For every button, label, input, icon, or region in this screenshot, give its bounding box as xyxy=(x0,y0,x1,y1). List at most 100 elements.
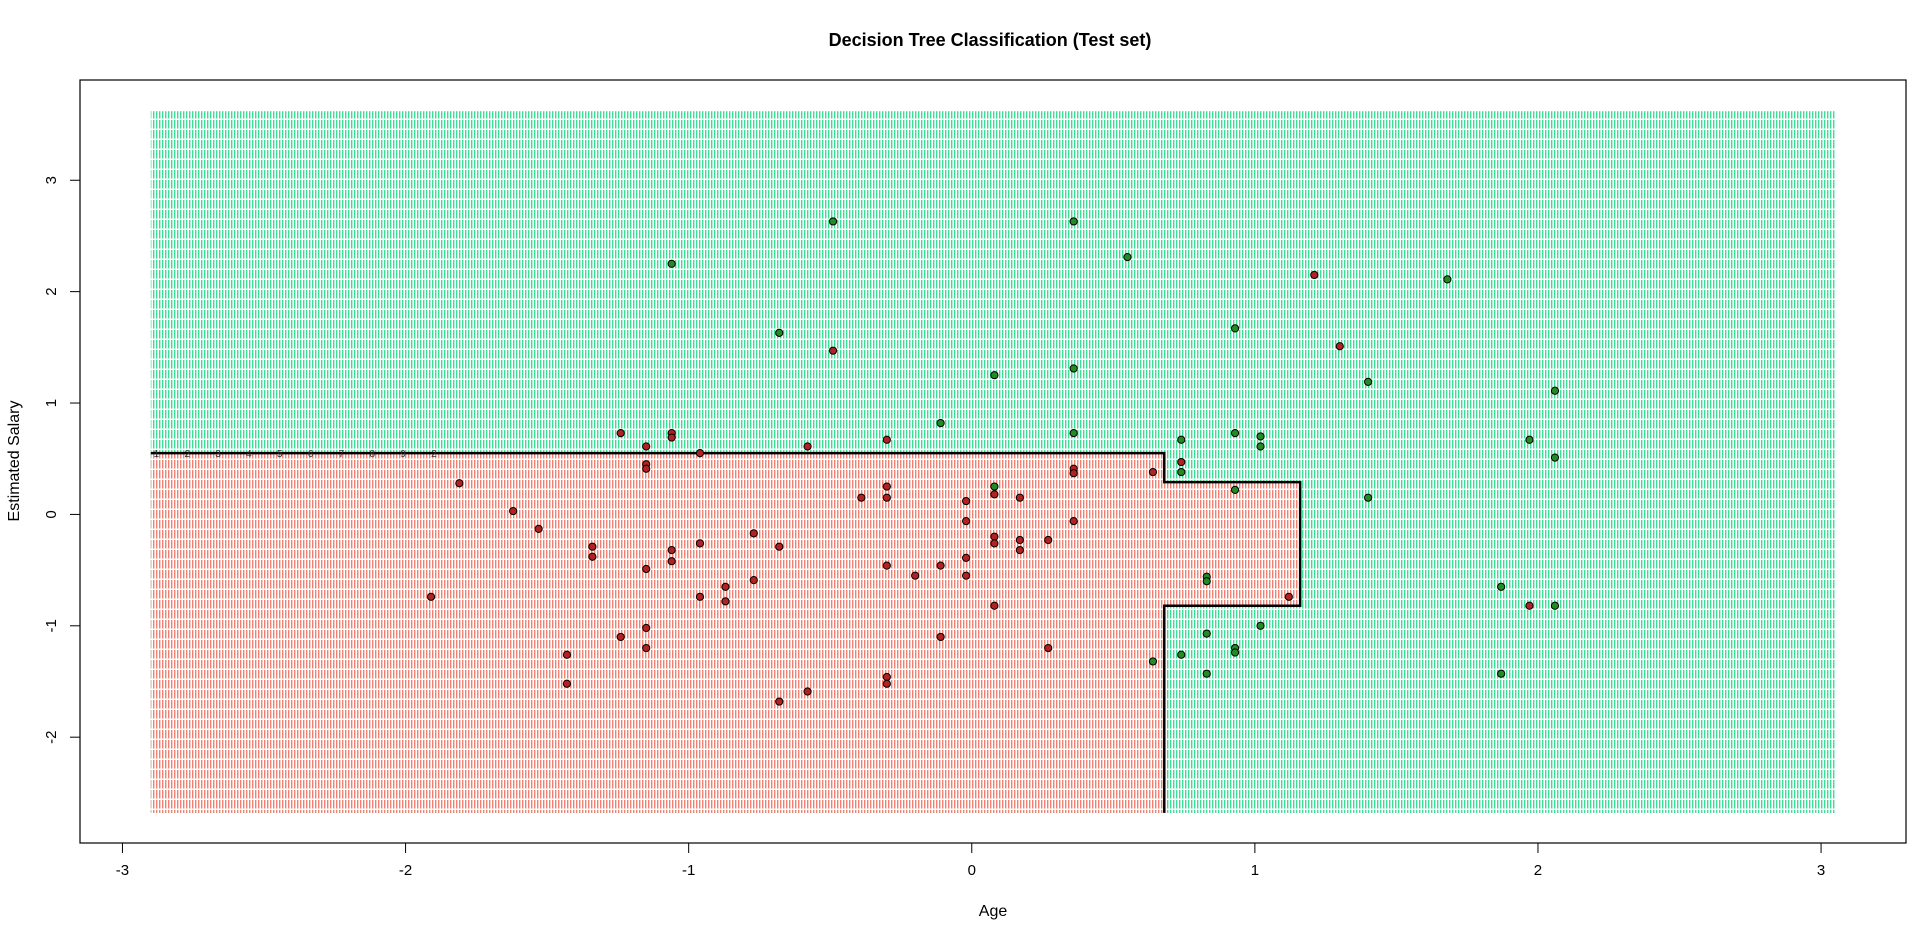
point-class-0 xyxy=(1177,457,1186,467)
point-class-1 xyxy=(936,418,945,428)
point-class-0 xyxy=(588,542,597,551)
point-class-1 xyxy=(990,371,999,380)
point-class-1 xyxy=(1497,669,1506,678)
point-class-0 xyxy=(990,601,999,610)
x-tick-label: 1 xyxy=(1251,862,1259,879)
point-class-0 xyxy=(990,532,999,541)
contour-label: 5 xyxy=(277,449,283,460)
point-class-0 xyxy=(642,564,651,574)
point-class-1 xyxy=(1525,435,1534,444)
contour-label: 3 xyxy=(215,449,221,460)
point-class-0 xyxy=(1044,535,1053,545)
contour-labels: 1 2 3 4 5 6 7 8 9 2 xyxy=(154,449,437,460)
point-class-0 xyxy=(695,449,705,458)
point-class-0 xyxy=(911,571,920,580)
point-class-0 xyxy=(1525,601,1534,610)
point-class-0 xyxy=(1335,342,1344,351)
x-tick-label: 3 xyxy=(1817,862,1825,879)
x-tick-label: -3 xyxy=(116,862,129,879)
decision-boundary xyxy=(150,451,1302,813)
y-tick-label: 3 xyxy=(43,176,60,184)
y-tick-label: -1 xyxy=(43,619,60,632)
classification-regions xyxy=(150,111,1836,813)
point-class-0 xyxy=(882,679,891,688)
point-class-1 xyxy=(1256,621,1265,630)
point-class-0 xyxy=(882,672,891,682)
point-class-0 xyxy=(426,592,436,601)
point-class-0 xyxy=(1015,535,1024,545)
point-class-0 xyxy=(695,539,705,548)
point-class-0 xyxy=(936,561,945,570)
point-class-1 xyxy=(1364,493,1373,502)
point-class-0 xyxy=(990,539,999,548)
point-class-0 xyxy=(667,545,676,555)
point-class-0 xyxy=(509,506,518,516)
point-class-0 xyxy=(962,496,971,506)
region-class-0 xyxy=(150,453,1301,813)
point-class-0 xyxy=(749,529,758,538)
point-class-0 xyxy=(1310,270,1319,280)
y-tick-label: -2 xyxy=(43,731,60,744)
point-class-0 xyxy=(642,442,651,451)
point-class-0 xyxy=(1069,516,1078,526)
point-class-0 xyxy=(749,576,758,585)
point-class-1 xyxy=(1230,648,1240,657)
point-class-0 xyxy=(562,679,572,688)
contour-label: 6 xyxy=(308,449,314,460)
point-class-0 xyxy=(562,650,572,659)
point-class-0 xyxy=(775,697,784,706)
data-points xyxy=(426,217,1560,706)
point-class-1 xyxy=(1069,364,1078,373)
decision-boundary-line xyxy=(150,451,1302,813)
point-class-0 xyxy=(882,435,891,444)
contour-label: 7 xyxy=(339,449,345,460)
point-class-1 xyxy=(1202,669,1211,678)
point-class-1 xyxy=(1069,428,1078,438)
contour-label: 4 xyxy=(246,449,252,460)
point-class-1 xyxy=(1497,582,1506,591)
point-class-0 xyxy=(882,493,891,502)
point-class-0 xyxy=(775,542,784,551)
point-class-0 xyxy=(642,623,651,633)
point-class-0 xyxy=(1069,469,1078,478)
point-class-1 xyxy=(1550,386,1560,395)
x-tick-label: 0 xyxy=(968,862,976,879)
point-class-1 xyxy=(1069,217,1078,226)
y-axis-label: Estimated Salary xyxy=(6,401,23,522)
point-class-1 xyxy=(667,259,676,268)
point-class-0 xyxy=(588,552,597,561)
point-class-0 xyxy=(1015,545,1024,555)
point-class-1 xyxy=(1230,428,1240,438)
y-tick-label: 0 xyxy=(43,510,60,518)
point-class-0 xyxy=(936,632,945,642)
point-class-0 xyxy=(667,557,676,566)
contour-label: 1 xyxy=(154,449,160,460)
x-tick-label: 2 xyxy=(1534,862,1542,879)
point-class-1 xyxy=(1177,467,1186,477)
point-class-1 xyxy=(1177,435,1186,444)
point-class-1 xyxy=(1550,601,1560,610)
x-tick-label: -1 xyxy=(682,862,695,879)
y-tick-label: 1 xyxy=(43,399,60,407)
point-class-1 xyxy=(1148,657,1158,666)
point-class-1 xyxy=(775,328,784,337)
point-class-0 xyxy=(882,482,891,491)
point-class-1 xyxy=(1256,442,1265,451)
point-class-1 xyxy=(1177,650,1186,659)
point-class-0 xyxy=(882,561,891,570)
point-class-1 xyxy=(1550,453,1560,462)
point-class-1 xyxy=(1256,432,1265,441)
point-class-1 xyxy=(1202,629,1211,638)
point-class-1 xyxy=(1230,485,1240,495)
point-class-1 xyxy=(1230,324,1240,333)
point-class-0 xyxy=(990,490,999,499)
point-class-0 xyxy=(642,643,651,653)
point-class-0 xyxy=(534,524,543,533)
point-class-0 xyxy=(1148,467,1158,477)
contour-label: 8 xyxy=(369,449,375,460)
point-class-0 xyxy=(667,433,676,442)
point-class-0 xyxy=(721,582,730,591)
point-class-0 xyxy=(1015,493,1024,502)
